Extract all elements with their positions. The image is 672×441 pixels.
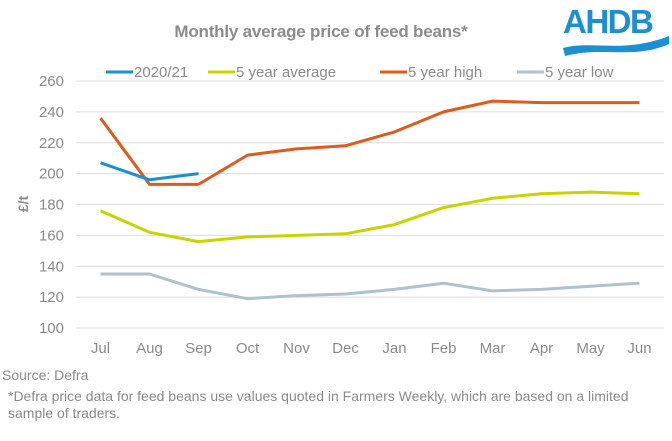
x-tick-label: May — [576, 340, 605, 357]
x-tick-label: Mar — [480, 340, 506, 357]
legend-label: 2020/21 — [134, 64, 188, 81]
y-tick-label: 100 — [39, 320, 64, 337]
x-tick-label: Nov — [283, 340, 310, 357]
chart-title-text: Monthly average price of feed beans* — [174, 22, 468, 41]
y-tick-label: 180 — [39, 197, 64, 214]
x-tick-label: Feb — [431, 340, 457, 357]
series-line-5-year-high — [99, 99, 640, 186]
y-tick-label: 160 — [39, 227, 64, 244]
y-tick-label: 200 — [39, 166, 64, 183]
y-tick-label: 260 — [39, 73, 64, 90]
x-tick-label: Oct — [236, 340, 260, 357]
series-line-5-year-average — [99, 190, 640, 244]
y-tick-label: 120 — [39, 289, 64, 306]
legend-item: 5 year high — [380, 64, 482, 81]
y-tick-label: 140 — [39, 258, 64, 275]
source-text: Source: Defra — [2, 367, 89, 383]
logo-text: AHDB — [563, 3, 654, 40]
series-lines — [99, 99, 640, 301]
x-tick-label: Jun — [627, 340, 651, 357]
gridlines — [76, 80, 664, 329]
x-tick-label: Jul — [91, 340, 110, 357]
series-line-5-year-low — [100, 272, 640, 301]
ahdb-logo: AHDB — [563, 4, 669, 58]
legend-label: 5 year average — [236, 64, 336, 81]
x-tick-label: Apr — [530, 340, 553, 357]
legend-label: 5 year low — [545, 64, 614, 81]
legend-item: 2020/21 — [106, 64, 188, 81]
x-tick-label: Dec — [332, 340, 359, 357]
footnote-text: *Defra price data for feed beans use val… — [8, 388, 629, 421]
y-axis-ticks: 100 120 140 160 180 200 220 240 260 — [39, 73, 64, 337]
logo-wave-icon — [563, 36, 669, 56]
x-tick-label: Jan — [382, 340, 406, 357]
x-axis-ticks: Jul Aug Sep Oct Nov Dec Jan Feb Mar Apr May Jun — [91, 340, 652, 357]
chart-title: Monthly average price of feed beans* — [0, 22, 672, 42]
y-axis-label: £/t — [15, 195, 31, 212]
legend-item: 5 year average — [208, 64, 336, 81]
x-tick-label: Sep — [185, 340, 212, 357]
legend: 2020/21 5 year average 5 year high 5 year l… — [106, 64, 614, 81]
legend-item: 5 year low — [517, 64, 614, 81]
x-tick-label: Aug — [136, 340, 163, 357]
y-tick-label: 240 — [39, 104, 64, 121]
legend-label: 5 year high — [408, 64, 482, 81]
y-tick-label: 220 — [39, 135, 64, 152]
series-line-2020-21 — [100, 161, 199, 182]
